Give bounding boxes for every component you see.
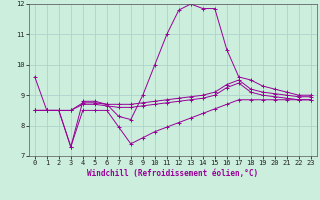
X-axis label: Windchill (Refroidissement éolien,°C): Windchill (Refroidissement éolien,°C) xyxy=(87,169,258,178)
